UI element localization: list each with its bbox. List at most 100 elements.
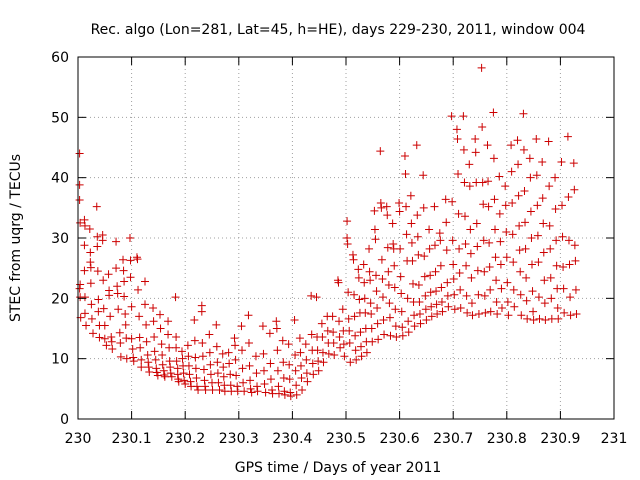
- data-point: [413, 211, 422, 220]
- data-point: [212, 342, 221, 351]
- data-point: [376, 199, 385, 208]
- data-point: [99, 276, 108, 285]
- data-point: [571, 256, 580, 265]
- data-point: [459, 112, 468, 121]
- data-point: [367, 324, 376, 333]
- data-point: [108, 345, 117, 354]
- data-point: [261, 388, 270, 397]
- data-point: [247, 388, 256, 397]
- data-point: [460, 212, 469, 221]
- data-point: [386, 331, 395, 340]
- data-point: [372, 287, 381, 296]
- data-point: [279, 358, 288, 367]
- data-point: [152, 364, 161, 373]
- data-point: [379, 316, 388, 325]
- data-point: [351, 346, 360, 355]
- data-point: [158, 351, 167, 360]
- data-point: [480, 291, 489, 300]
- data-point: [447, 112, 456, 121]
- data-point: [137, 363, 146, 372]
- data-point: [167, 372, 176, 381]
- data-point: [230, 334, 239, 343]
- data-point: [164, 330, 173, 339]
- data-point: [404, 328, 413, 337]
- data-point: [356, 328, 365, 337]
- data-point: [456, 285, 465, 294]
- data-point: [564, 236, 573, 245]
- data-point: [460, 178, 469, 187]
- data-point: [496, 260, 505, 269]
- data-point: [388, 219, 397, 228]
- data-point: [95, 333, 104, 342]
- data-point: [348, 250, 357, 259]
- x-tick-label: 231: [601, 431, 628, 447]
- data-point: [383, 243, 392, 252]
- data-point: [75, 284, 84, 293]
- data-point: [116, 352, 125, 361]
- data-point: [75, 149, 84, 158]
- data-point: [153, 371, 162, 380]
- data-point: [533, 231, 542, 240]
- data-point: [365, 267, 374, 276]
- data-point: [279, 373, 288, 382]
- data-point: [190, 336, 199, 345]
- data-point: [136, 343, 145, 352]
- data-point: [181, 380, 190, 389]
- data-point: [330, 351, 339, 360]
- data-point: [141, 300, 149, 309]
- data-point: [534, 258, 543, 267]
- data-point: [151, 355, 160, 364]
- data-point: [412, 141, 421, 150]
- data-point: [274, 382, 283, 391]
- data-point: [396, 272, 405, 281]
- data-point: [302, 369, 311, 378]
- data-point: [114, 305, 123, 314]
- data-point: [86, 258, 95, 267]
- data-point: [413, 232, 422, 241]
- data-point: [284, 340, 293, 349]
- data-point: [201, 382, 210, 391]
- data-point: [292, 381, 301, 390]
- data-point: [160, 370, 169, 379]
- data-point: [421, 291, 430, 300]
- data-point: [509, 285, 518, 294]
- data-point: [391, 322, 400, 331]
- data-point: [285, 360, 294, 369]
- y-tick-labels: 0 10 20 30 40 50 60: [51, 50, 69, 428]
- data-point: [164, 317, 173, 326]
- data-point: [125, 234, 134, 242]
- data-point: [539, 219, 548, 228]
- data-point: [197, 307, 206, 316]
- data-point: [295, 334, 304, 343]
- data-point: [459, 145, 468, 154]
- data-point: [258, 322, 267, 331]
- data-point: [558, 201, 567, 210]
- data-point: [86, 263, 95, 272]
- data-point: [317, 319, 326, 328]
- data-point: [149, 303, 158, 312]
- data-point: [402, 230, 411, 239]
- data-point: [535, 314, 544, 323]
- data-point: [357, 352, 366, 361]
- data-point: [177, 347, 186, 356]
- data-point: [522, 296, 531, 305]
- data-point: [437, 297, 446, 306]
- data-point: [503, 278, 512, 287]
- x-tick-label: 230.6: [380, 431, 420, 447]
- x-tick-label: 230.7: [433, 431, 473, 447]
- data-point: [474, 310, 483, 319]
- data-point: [407, 238, 416, 247]
- data-point: [479, 200, 488, 209]
- data-point: [367, 310, 376, 319]
- data-point: [385, 299, 394, 308]
- data-point: [516, 267, 525, 276]
- data-point: [296, 361, 305, 370]
- data-point: [239, 378, 248, 387]
- data-point: [373, 319, 382, 328]
- data-point: [135, 333, 144, 342]
- data-point: [442, 218, 451, 227]
- data-point: [292, 390, 301, 399]
- data-point: [560, 308, 569, 317]
- data-point: [121, 320, 130, 329]
- data-point: [449, 260, 458, 269]
